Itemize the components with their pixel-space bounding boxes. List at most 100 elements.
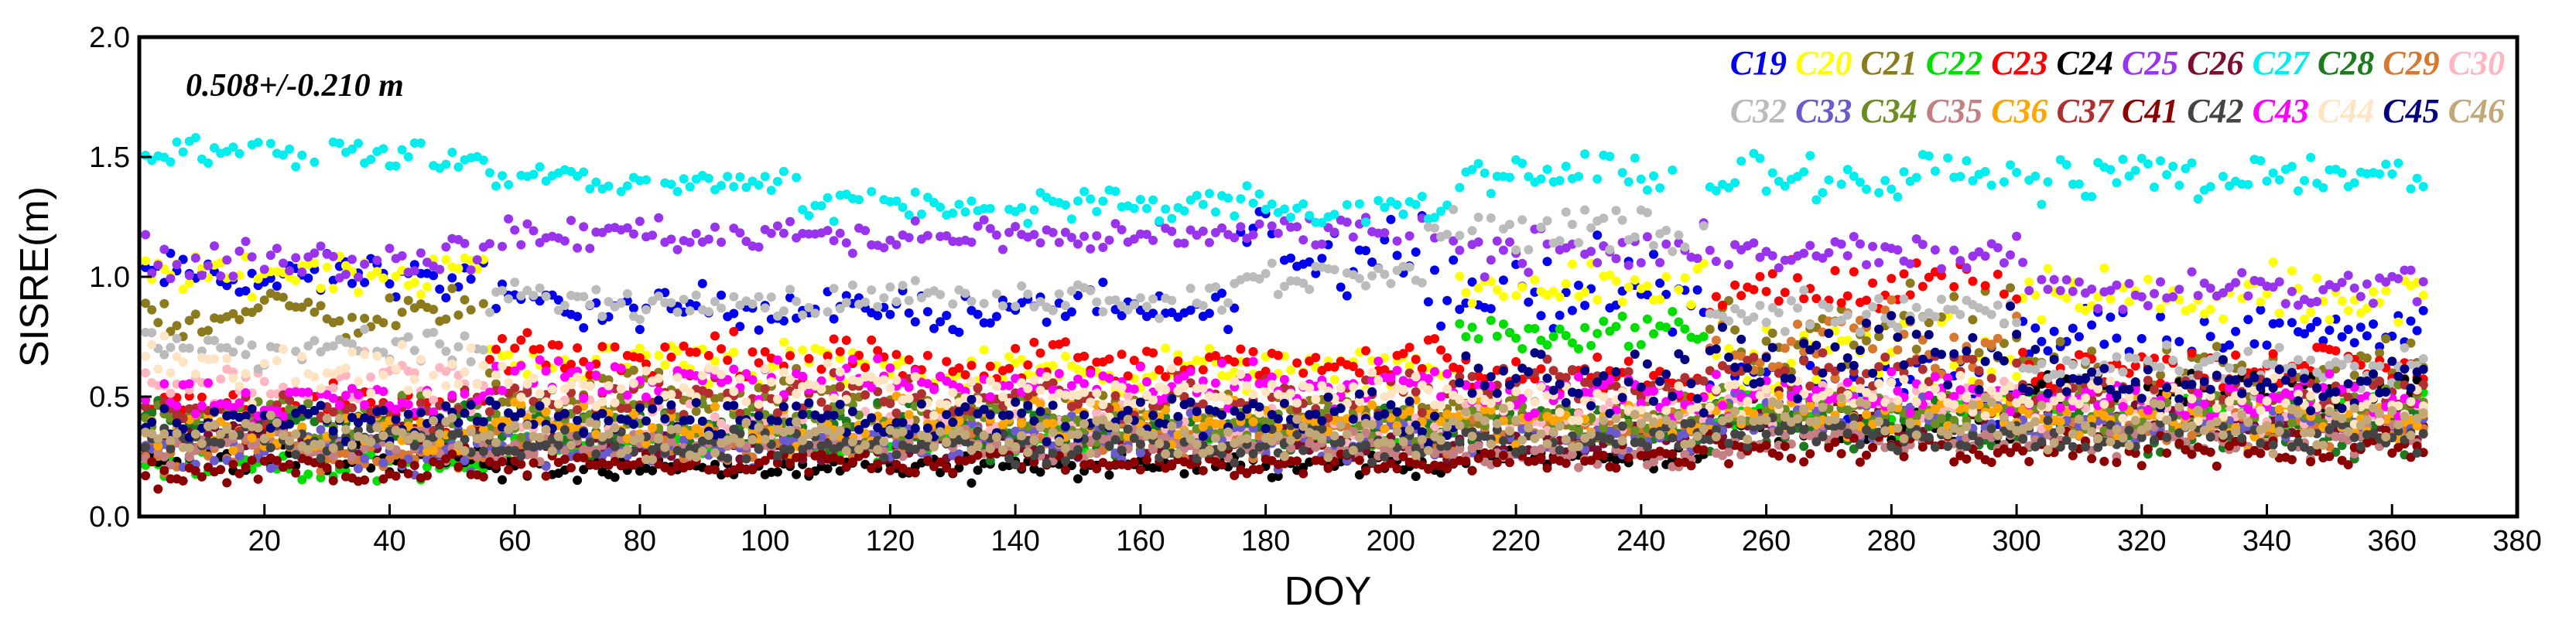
data-point — [891, 196, 901, 206]
data-point — [785, 285, 795, 295]
data-point — [1436, 345, 1446, 355]
data-point — [679, 174, 689, 184]
data-point — [2106, 165, 2116, 175]
data-point — [2318, 336, 2328, 346]
data-point — [1661, 289, 1671, 299]
data-point — [2156, 370, 2165, 380]
data-point — [1404, 262, 1415, 272]
data-point — [1849, 340, 1859, 350]
data-point — [2037, 359, 2047, 369]
data-point — [1066, 214, 1076, 224]
data-point — [1185, 284, 1196, 293]
data-point — [316, 301, 326, 311]
data-point — [1761, 318, 1771, 327]
data-point — [1586, 223, 1596, 233]
data-point — [1855, 327, 1865, 337]
data-point — [1636, 257, 1646, 268]
data-point — [2300, 176, 2309, 186]
data-point — [2318, 285, 2328, 295]
data-point — [1135, 448, 1145, 458]
data-point — [1380, 235, 1390, 245]
data-point — [942, 311, 952, 320]
data-point — [166, 343, 176, 353]
data-point — [2262, 340, 2272, 350]
data-point — [1623, 282, 1634, 292]
data-point — [1248, 346, 1258, 356]
data-point — [2049, 274, 2059, 285]
data-point — [1730, 325, 1740, 335]
data-point — [641, 359, 651, 369]
data-point — [447, 148, 457, 157]
data-point — [1230, 211, 1240, 221]
data-point — [804, 210, 814, 220]
data-point — [2349, 361, 2359, 371]
data-point — [823, 307, 833, 317]
data-point — [1899, 269, 1909, 279]
data-point — [1442, 353, 1452, 363]
data-point — [998, 301, 1007, 311]
data-point — [559, 301, 570, 310]
data-point — [2256, 297, 2266, 307]
data-point — [1824, 175, 1834, 185]
data-point — [1217, 288, 1226, 298]
data-point — [717, 303, 727, 313]
data-point — [1311, 268, 1321, 278]
data-point — [985, 318, 995, 328]
data-point — [441, 346, 451, 356]
data-point — [1736, 156, 1746, 166]
data-point — [672, 244, 682, 254]
data-point — [1655, 183, 1665, 193]
data-point — [1210, 351, 1220, 360]
data-point — [1917, 281, 1928, 291]
data-point — [2262, 289, 2272, 299]
data-point — [1611, 276, 1621, 286]
data-point — [1893, 345, 1903, 355]
data-point — [1086, 244, 1096, 254]
data-point — [279, 150, 288, 160]
data-point — [2055, 285, 2065, 295]
data-point — [1887, 274, 1897, 284]
data-point — [1054, 237, 1064, 247]
data-point — [1423, 297, 1433, 307]
data-point — [1999, 339, 2009, 349]
data-point — [1649, 249, 1658, 259]
data-point — [303, 469, 313, 479]
data-point — [184, 278, 194, 288]
data-point — [2349, 338, 2359, 348]
data-point — [1999, 177, 2009, 187]
data-point — [1104, 235, 1114, 245]
data-point — [1755, 271, 1765, 281]
data-point — [1404, 343, 1415, 353]
data-point — [1887, 295, 1897, 305]
data-point — [2218, 172, 2228, 182]
data-point — [1924, 151, 1934, 161]
data-point — [804, 353, 814, 363]
data-point — [159, 349, 169, 360]
data-point — [1699, 221, 1709, 231]
data-point — [416, 248, 426, 258]
data-point — [297, 150, 307, 160]
data-point — [1536, 311, 1546, 321]
data-point — [691, 290, 701, 300]
data-point — [1298, 199, 1309, 209]
data-point — [1855, 239, 1865, 249]
data-point — [2074, 179, 2084, 189]
data-point — [1962, 263, 1972, 273]
data-point — [2375, 169, 2385, 179]
data-point — [966, 478, 977, 488]
data-point — [535, 344, 545, 354]
data-point — [159, 244, 169, 254]
data-point — [1887, 184, 1897, 194]
data-point — [1674, 317, 1684, 327]
data-point — [1592, 329, 1603, 339]
data-point — [2106, 285, 2116, 295]
data-point — [666, 234, 676, 244]
data-point — [1517, 159, 1527, 169]
data-point — [1868, 302, 1878, 312]
data-point — [1361, 246, 1370, 256]
data-point — [2162, 340, 2172, 350]
data-point — [234, 336, 245, 346]
data-point — [1017, 281, 1027, 291]
data-point — [2162, 170, 2172, 179]
data-point — [735, 228, 745, 238]
